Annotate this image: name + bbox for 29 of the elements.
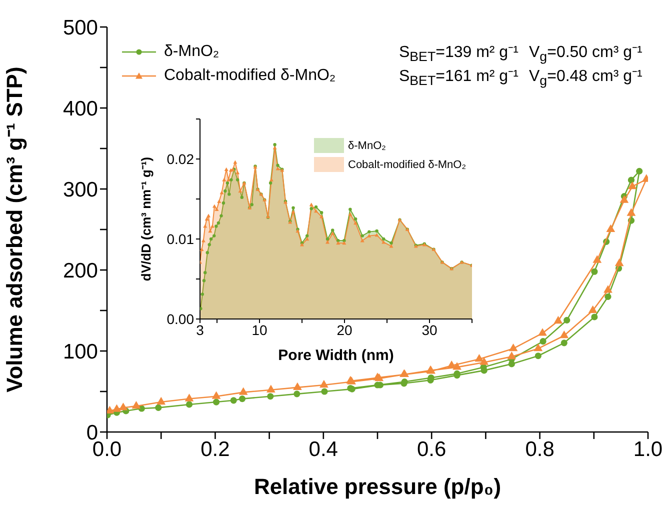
annotation: S$_{BET}$=139 m² g⁻¹ (399, 42, 520, 64)
legend-label: δ-MnO₂ (164, 43, 220, 61)
x-tick-label: 20 (336, 322, 352, 338)
x-tick-label: 10 (252, 322, 268, 338)
y-axis-title: Volume adsorbed (cm³ g⁻¹ STP) (2, 66, 27, 392)
annotation: V$_{g}$=0.48 cm³ g⁻¹ (529, 66, 642, 88)
y-tick-label: 0.01 (166, 230, 194, 247)
x-axis-title: Relative pressure (p/p₀) (254, 474, 502, 499)
annotation: V$_{g}$=0.50 cm³ g⁻¹ (529, 42, 642, 64)
x-tick-label: 3 (196, 322, 204, 338)
x-tick-label: 1.0 (633, 438, 663, 461)
x-tick-label: 0.4 (308, 438, 338, 461)
y-tick-label: 100 (62, 340, 98, 364)
legend-label: δ-MnO₂ (348, 140, 386, 152)
x-tick-label: 30 (422, 322, 438, 338)
y-tick-label: 400 (62, 97, 98, 120)
legend-label: Cobalt-modified δ-MnO₂ (164, 67, 337, 85)
annotation: S$_{BET}$=161 m² g⁻¹ (399, 66, 520, 88)
y-tick-label: 0.02 (166, 150, 194, 167)
y-axis-title: dV/dD (cm³ nm⁻¹ g⁻¹) (138, 156, 154, 282)
x-axis-title: Pore Width (nm) (278, 347, 394, 364)
y-tick-label: 300 (62, 178, 98, 202)
x-tick-label: 0.6 (417, 438, 446, 461)
x-tick-label: 0.8 (525, 438, 554, 461)
x-tick-label: 0.2 (200, 438, 230, 461)
legend-label: Cobalt-modified δ-MnO₂ (348, 158, 466, 170)
y-tick-label: 0.00 (166, 310, 194, 327)
y-tick-label: 500 (62, 16, 98, 40)
y-tick-label: 200 (62, 259, 98, 282)
